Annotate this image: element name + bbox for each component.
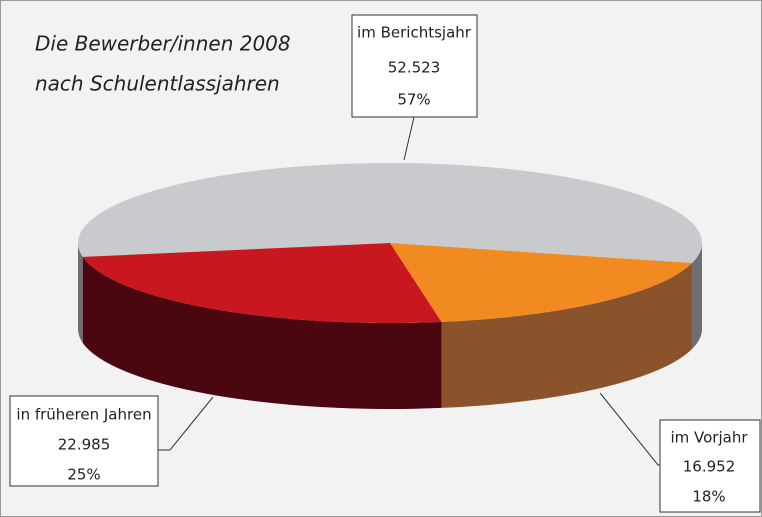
label-box xyxy=(9,395,159,487)
slice xyxy=(390,243,693,322)
slice-label: im Berichtsjahr xyxy=(357,24,472,42)
leader-line xyxy=(599,392,660,466)
slice-label: im Vorjahr xyxy=(670,429,748,447)
pie xyxy=(78,163,703,409)
percent-label: 57% xyxy=(397,91,430,109)
value-label: 22.985 xyxy=(58,436,111,454)
labels: im Berichtsjahr 52.523 57% im Vorjahr 16.952… xyxy=(9,14,761,513)
slice xyxy=(78,163,703,264)
slice-label: in früheren Jahren xyxy=(16,406,151,424)
leader-line xyxy=(403,116,415,161)
label-box xyxy=(659,419,761,513)
value-label: 52.523 xyxy=(388,59,441,77)
percent-label: 25% xyxy=(67,466,100,484)
chart-title: Die Bewerber/innen 2008 xyxy=(35,32,291,56)
percent-label: 18% xyxy=(692,488,725,506)
slice-side xyxy=(78,243,83,343)
chart-subtitle: nach Schulentlassjahren xyxy=(35,72,280,96)
slice-side xyxy=(692,243,702,350)
leader-line xyxy=(158,396,214,451)
slice-side xyxy=(441,263,693,408)
slice-side xyxy=(82,256,442,409)
slice xyxy=(82,243,442,323)
value-label: 16.952 xyxy=(683,458,736,476)
label-box xyxy=(351,14,478,118)
